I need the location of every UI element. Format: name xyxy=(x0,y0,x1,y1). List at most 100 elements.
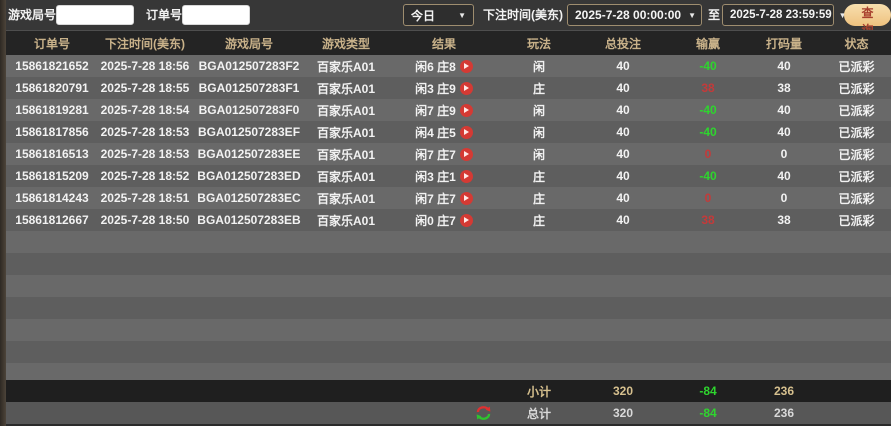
col-header-rolling: 打码量 xyxy=(765,36,802,51)
winloss-cell: 38 xyxy=(701,213,715,227)
play-icon[interactable] xyxy=(459,169,473,183)
total-bet-cell: 40 xyxy=(616,191,630,205)
col-header-play: 玩法 xyxy=(526,36,551,51)
total-row: 总计 320 -84 236 xyxy=(6,402,891,424)
play-type-cell: 庄 xyxy=(532,81,545,96)
game-round-cell: BGA012507283EB xyxy=(197,213,301,227)
status-badge: 已派彩 xyxy=(838,191,875,206)
col-header-time: 下注时间(美东) xyxy=(105,36,185,51)
status-badge: 已派彩 xyxy=(838,169,875,184)
winloss-cell: -40 xyxy=(699,59,717,73)
game-type-cell: 百家乐A01 xyxy=(316,59,375,74)
result-cell: 闲6 庄8 xyxy=(386,55,502,77)
status-badge: 已派彩 xyxy=(838,103,875,118)
game-round-cell: BGA012507283F1 xyxy=(198,81,300,95)
total-bet-cell: 40 xyxy=(616,147,630,161)
result-cell: 闲4 庄5 xyxy=(386,121,502,143)
chevron-down-icon: ▼ xyxy=(688,10,696,20)
order-no-cell: 15861819281 xyxy=(15,103,89,117)
game-type-cell: 百家乐A01 xyxy=(316,125,375,140)
total-winloss: -84 xyxy=(699,406,717,420)
game-round-label: 游戏局号 xyxy=(8,8,57,22)
rolling-cell: 40 xyxy=(777,125,791,139)
subtotal-winloss: -84 xyxy=(699,384,717,398)
status-badge: 已派彩 xyxy=(838,59,875,74)
order-no-cell: 15861812667 xyxy=(15,213,89,227)
winloss-cell: -40 xyxy=(699,103,717,117)
col-header-winloss: 输赢 xyxy=(695,36,720,51)
subtotal-bet: 320 xyxy=(612,384,634,398)
play-icon[interactable] xyxy=(459,147,473,161)
play-icon[interactable] xyxy=(459,103,473,117)
to-label: 至 xyxy=(708,8,721,22)
game-type-cell: 百家乐A01 xyxy=(316,103,375,118)
filter-bar: 游戏局号 订单号 今日 ▼ 下注时间(美东) 2025-7-28 00:00:0… xyxy=(0,0,891,37)
table-row: 15861814243 2025-7-28 18:51 BGA012507283… xyxy=(6,187,891,209)
game-type-cell: 百家乐A01 xyxy=(316,191,375,206)
total-bet-cell: 40 xyxy=(616,59,630,73)
winloss-cell: -40 xyxy=(699,169,717,183)
game-round-input[interactable] xyxy=(56,5,134,25)
subtotal-row: 小计 320 -84 236 xyxy=(6,380,891,402)
start-time-value: 2025-7-28 00:00:00 xyxy=(575,8,682,22)
table-body: 15861821652 2025-7-28 18:56 BGA012507283… xyxy=(6,55,891,380)
refresh-icon[interactable] xyxy=(475,406,492,420)
play-icon[interactable] xyxy=(459,125,473,139)
total-bet-cell: 40 xyxy=(616,213,630,227)
end-time-value: 2025-7-28 23:59:59 xyxy=(730,9,832,21)
total-bet-cell: 40 xyxy=(616,169,630,183)
rolling-cell: 40 xyxy=(777,59,791,73)
col-header-status: 状态 xyxy=(844,36,869,51)
play-icon[interactable] xyxy=(459,213,473,227)
table-row: 15861819281 2025-7-28 18:54 BGA012507283… xyxy=(6,99,891,121)
order-no-cell: 15861821652 xyxy=(15,59,89,73)
rolling-cell: 38 xyxy=(777,213,791,227)
chevron-down-icon: ▼ xyxy=(458,10,466,20)
table-row: 15861815209 2025-7-28 18:52 BGA012507283… xyxy=(6,165,891,187)
play-icon[interactable] xyxy=(459,81,473,95)
result-text: 闲3 庄9 xyxy=(415,81,456,96)
col-header-type: 游戏类型 xyxy=(321,36,370,51)
col-header-bet: 总投注 xyxy=(604,36,641,51)
status-badge: 已派彩 xyxy=(838,147,875,162)
table-row: 15861812667 2025-7-28 18:50 BGA012507283… xyxy=(6,209,891,231)
search-button[interactable]: 查询 xyxy=(844,4,891,37)
order-no-cell: 15861820791 xyxy=(15,81,89,95)
start-time-select[interactable]: 2025-7-28 00:00:00 ▼ xyxy=(567,4,702,26)
total-bet-cell: 40 xyxy=(616,125,630,139)
end-time-select[interactable]: 2025-7-28 23:59:59 ▼ xyxy=(722,4,847,26)
game-round-cell: BGA012507283EC xyxy=(197,191,301,205)
game-type-cell: 百家乐A01 xyxy=(316,81,375,96)
table-row: 15861820791 2025-7-28 18:55 BGA012507283… xyxy=(6,77,891,99)
game-round-cell: BGA012507283F0 xyxy=(198,103,300,117)
play-icon[interactable] xyxy=(459,191,473,205)
rolling-cell: 38 xyxy=(777,81,791,95)
bet-time-label: 下注时间(美东) xyxy=(483,8,563,22)
bet-time-cell: 2025-7-28 18:55 xyxy=(100,81,190,95)
range-preset-select[interactable]: 今日 ▼ xyxy=(403,4,474,26)
result-cell: 闲3 庄1 xyxy=(386,165,502,187)
col-header-order: 订单号 xyxy=(33,36,70,51)
result-cell: 闲3 庄9 xyxy=(386,77,502,99)
left-border-strip xyxy=(0,0,6,426)
subtotal-label: 小计 xyxy=(526,384,551,399)
order-no-input[interactable] xyxy=(182,5,250,25)
order-no-label: 订单号 xyxy=(146,8,183,22)
result-text: 闲3 庄1 xyxy=(415,169,456,184)
play-icon[interactable] xyxy=(459,59,473,73)
range-preset-value: 今日 xyxy=(411,8,436,23)
bet-time-cell: 2025-7-28 18:54 xyxy=(100,103,190,117)
table-row: 15861821652 2025-7-28 18:56 BGA012507283… xyxy=(6,55,891,77)
rolling-cell: 0 xyxy=(780,147,788,161)
total-bet-cell: 40 xyxy=(616,81,630,95)
status-badge: 已派彩 xyxy=(838,81,875,96)
bet-time-cell: 2025-7-28 18:53 xyxy=(100,147,190,161)
winloss-cell: 38 xyxy=(701,81,715,95)
result-text: 闲4 庄5 xyxy=(415,125,456,140)
result-cell: 闲7 庄9 xyxy=(386,99,502,121)
rolling-cell: 40 xyxy=(777,103,791,117)
play-type-cell: 庄 xyxy=(532,169,545,184)
result-text: 闲7 庄9 xyxy=(415,103,456,118)
table-header: 订单号 下注时间(美东) 游戏局号 游戏类型 结果 玩法 总投注 输赢 打码量 … xyxy=(6,30,891,55)
